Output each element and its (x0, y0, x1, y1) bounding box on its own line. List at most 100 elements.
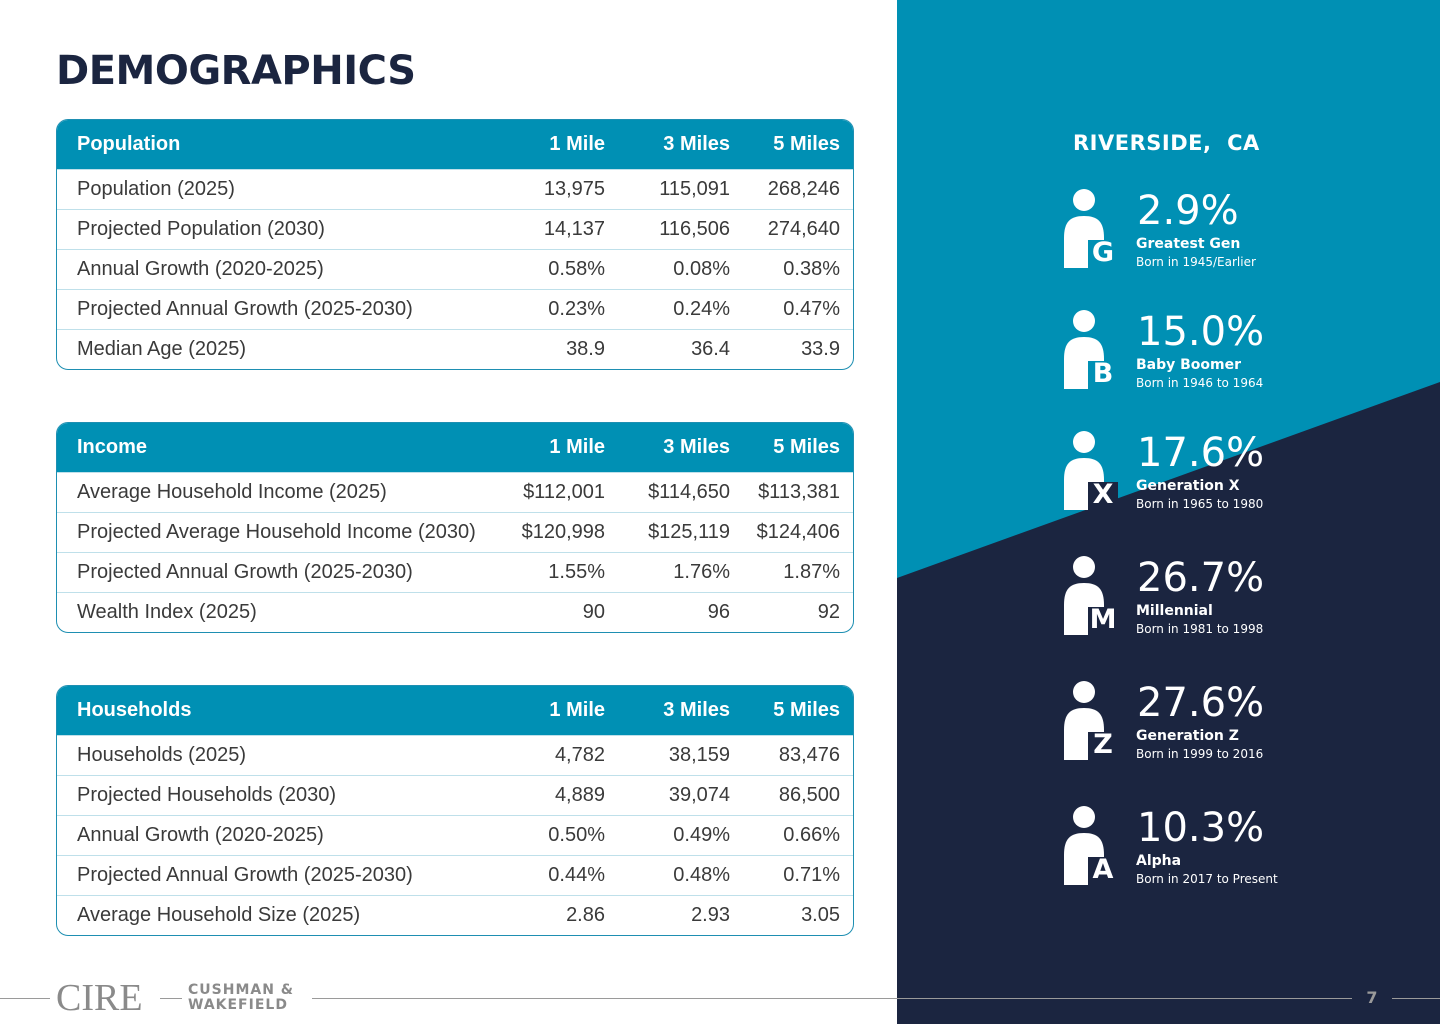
generation-percent: 27.6% (1137, 680, 1265, 726)
page-number: 7 (1366, 988, 1378, 1007)
generation-letter: B (1092, 358, 1114, 389)
generation-born: Born in 1946 to 1964 (1136, 376, 1264, 390)
generation-percent: 17.6% (1137, 430, 1265, 476)
value-1-mile: 90 (582, 601, 605, 623)
row-label: Projected Average Household Income (2030… (77, 521, 476, 543)
value-3-miles: 38,159 (668, 744, 730, 766)
value-5-miles: 92 (817, 601, 840, 623)
footer-divider (160, 998, 182, 999)
row-label: Annual Growth (2020-2025) (77, 258, 324, 280)
generation-born: Born in 1981 to 1998 (1136, 622, 1264, 636)
generation-percent: 10.3% (1137, 805, 1265, 851)
value-1-mile: $112,001 (523, 481, 605, 503)
header-3-miles: 3 Miles (663, 436, 730, 458)
row-label: Projected Annual Growth (2025-2030) (77, 298, 413, 320)
row-label: Median Age (2025) (77, 338, 247, 360)
value-1-mile: 0.44% (548, 864, 605, 886)
person-icon (1064, 806, 1118, 889)
generation-entry: A 10.3% Alpha Born in 2017 to Present (1062, 805, 1322, 895)
value-5-miles: 274,640 (767, 218, 840, 240)
generation-entry: Z 27.6% Generation Z Born in 1999 to 201… (1062, 680, 1322, 770)
panel-background (897, 0, 1440, 1024)
value-1-mile: 0.50% (548, 824, 605, 846)
generation-name: Millennial (1136, 603, 1213, 619)
value-3-miles: $114,650 (648, 481, 730, 503)
value-5-miles: 86,500 (778, 784, 840, 806)
location-label: RIVERSIDE, CA (1073, 131, 1260, 155)
value-5-miles: 1.87% (783, 561, 840, 583)
value-5-miles: 0.47% (783, 298, 840, 320)
table-row: Population (2025) 13,975 115,091 268,246 (57, 169, 853, 209)
value-5-miles: 33.9 (801, 338, 840, 360)
row-label: Projected Annual Growth (2025-2030) (77, 864, 413, 886)
header-1-mile: 1 Mile (549, 436, 605, 458)
value-5-miles: $124,406 (756, 521, 840, 543)
table-row: Average Household Size (2025) 2.86 2.93 … (57, 895, 853, 935)
header-label: Households (77, 699, 192, 721)
value-5-miles: 83,476 (778, 744, 840, 766)
value-3-miles: 0.24% (673, 298, 730, 320)
row-label: Wealth Index (2025) (77, 601, 257, 623)
table-row: Annual Growth (2020-2025) 0.50% 0.49% 0.… (57, 815, 853, 855)
header-1-mile: 1 Mile (549, 133, 605, 155)
value-1-mile: 13,975 (543, 178, 605, 200)
value-5-miles: 268,246 (767, 178, 840, 200)
generation-letter: M (1089, 604, 1117, 635)
person-icon (1064, 310, 1118, 393)
header-5-miles: 5 Miles (773, 699, 840, 721)
table-row: Average Household Income (2025) $112,001… (57, 472, 853, 512)
logo-line-1: CUSHMAN & (188, 982, 295, 998)
generation-name: Alpha (1136, 853, 1182, 869)
generations-panel (897, 0, 1440, 1024)
generation-born: Born in 2017 to Present (1136, 872, 1278, 886)
value-1-mile: 4,889 (554, 784, 605, 806)
generation-entry: X 17.6% Generation X Born in 1965 to 198… (1062, 430, 1322, 520)
table-row: Households (2025) 4,782 38,159 83,476 (57, 735, 853, 775)
value-1-mile: 4,782 (554, 744, 605, 766)
generation-name: Baby Boomer (1136, 357, 1242, 373)
table-row: Median Age (2025) 38.9 36.4 33.9 (57, 329, 853, 369)
generation-born: Born in 1945/Earlier (1136, 255, 1256, 269)
value-1-mile: $120,998 (521, 521, 605, 543)
footer-divider (312, 998, 1352, 999)
header-3-miles: 3 Miles (663, 699, 730, 721)
value-1-mile: 0.23% (548, 298, 605, 320)
value-3-miles: 116,506 (659, 218, 730, 240)
table-row: Projected Annual Growth (2025-2030) 1.55… (57, 552, 853, 592)
footer-divider (1392, 998, 1440, 999)
generation-percent: 15.0% (1137, 309, 1265, 355)
value-3-miles: 36.4 (691, 338, 730, 360)
person-icon (1064, 431, 1118, 514)
table-row: Projected Average Household Income (2030… (57, 512, 853, 552)
row-label: Average Household Size (2025) (77, 904, 361, 926)
value-5-miles: 0.38% (783, 258, 840, 280)
table-row: Annual Growth (2020-2025) 0.58% 0.08% 0.… (57, 249, 853, 289)
generation-letter: A (1092, 854, 1114, 885)
header-3-miles: 3 Miles (663, 133, 730, 155)
value-3-miles: $125,119 (648, 521, 730, 543)
row-label: Projected Households (2030) (77, 784, 337, 806)
population-table: Population 1 Mile 3 Miles 5 Miles Popula… (56, 119, 854, 370)
value-3-miles: 0.48% (673, 864, 730, 886)
value-1-mile: 2.86 (566, 904, 605, 926)
value-5-miles: 0.71% (783, 864, 840, 886)
value-1-mile: 14,137 (543, 218, 605, 240)
teal-diagonal-band (897, 0, 1440, 578)
value-1-mile: 0.58% (548, 258, 605, 280)
generation-percent: 2.9% (1137, 188, 1239, 234)
value-5-miles: 0.66% (783, 824, 840, 846)
header-5-miles: 5 Miles (773, 436, 840, 458)
generation-born: Born in 1965 to 1980 (1136, 497, 1264, 511)
row-label: Annual Growth (2020-2025) (77, 824, 324, 846)
generation-name: Generation X (1136, 478, 1240, 494)
value-3-miles: 1.76% (673, 561, 730, 583)
header-label: Population (77, 133, 181, 155)
row-label: Projected Annual Growth (2025-2030) (77, 561, 413, 583)
generation-name: Greatest Gen (1136, 236, 1241, 252)
header-1-mile: 1 Mile (549, 699, 605, 721)
value-1-mile: 1.55% (548, 561, 605, 583)
person-icon (1064, 556, 1118, 639)
value-3-miles: 39,074 (668, 784, 730, 806)
households-table: Households 1 Mile 3 Miles 5 Miles Househ… (56, 685, 854, 936)
generation-letter: Z (1093, 729, 1113, 760)
